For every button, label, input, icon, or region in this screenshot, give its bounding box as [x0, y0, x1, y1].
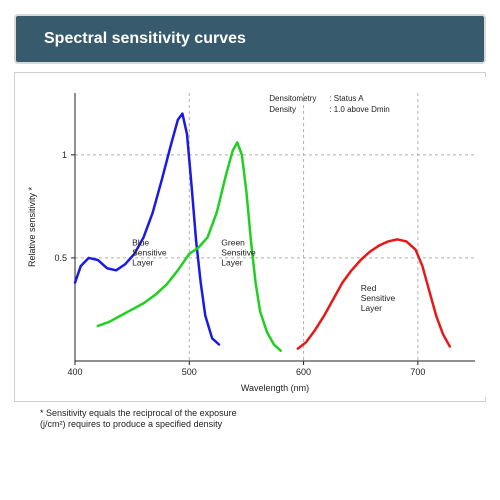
- svg-text:Sensitive: Sensitive: [221, 248, 256, 258]
- footnote-line1: * Sensitivity equals the reciprocal of t…: [40, 408, 237, 418]
- spectral-sensitivity-chart: 400 500 600 700 0.5 1 Wavelength (nm) Relative …: [19, 77, 487, 397]
- svg-text:Layer: Layer: [132, 258, 153, 268]
- svg-text:Densitometry: Densitometry: [269, 94, 316, 103]
- svg-text:600: 600: [296, 367, 311, 377]
- footnote-line2: (j/cm²) requires to produce a specified …: [40, 419, 222, 429]
- svg-text:: 1.0 above Dmin: : 1.0 above Dmin: [329, 105, 389, 114]
- svg-text:0.5: 0.5: [54, 253, 67, 263]
- svg-text:Relative sensitivity *: Relative sensitivity *: [27, 186, 37, 267]
- footnote: * Sensitivity equals the reciprocal of t…: [40, 408, 500, 431]
- svg-text:Density: Density: [269, 105, 296, 114]
- svg-text:Wavelength (nm): Wavelength (nm): [241, 383, 309, 393]
- svg-text:Green: Green: [221, 238, 245, 248]
- svg-text:Layer: Layer: [361, 303, 382, 313]
- svg-text:1: 1: [62, 150, 67, 160]
- svg-text:Blue: Blue: [132, 238, 149, 248]
- svg-text:: Status A: : Status A: [329, 94, 364, 103]
- svg-text:Sensitive: Sensitive: [361, 293, 396, 303]
- svg-text:Red: Red: [361, 283, 377, 293]
- svg-text:Sensitive: Sensitive: [132, 248, 167, 258]
- svg-text:700: 700: [410, 367, 425, 377]
- svg-text:500: 500: [182, 367, 197, 377]
- page-title: Spectral sensitivity curves: [44, 30, 456, 48]
- svg-text:Layer: Layer: [221, 258, 242, 268]
- chart-container: 400 500 600 700 0.5 1 Wavelength (nm) Relative …: [14, 72, 486, 402]
- title-bar: Spectral sensitivity curves: [14, 14, 486, 64]
- svg-text:400: 400: [67, 367, 82, 377]
